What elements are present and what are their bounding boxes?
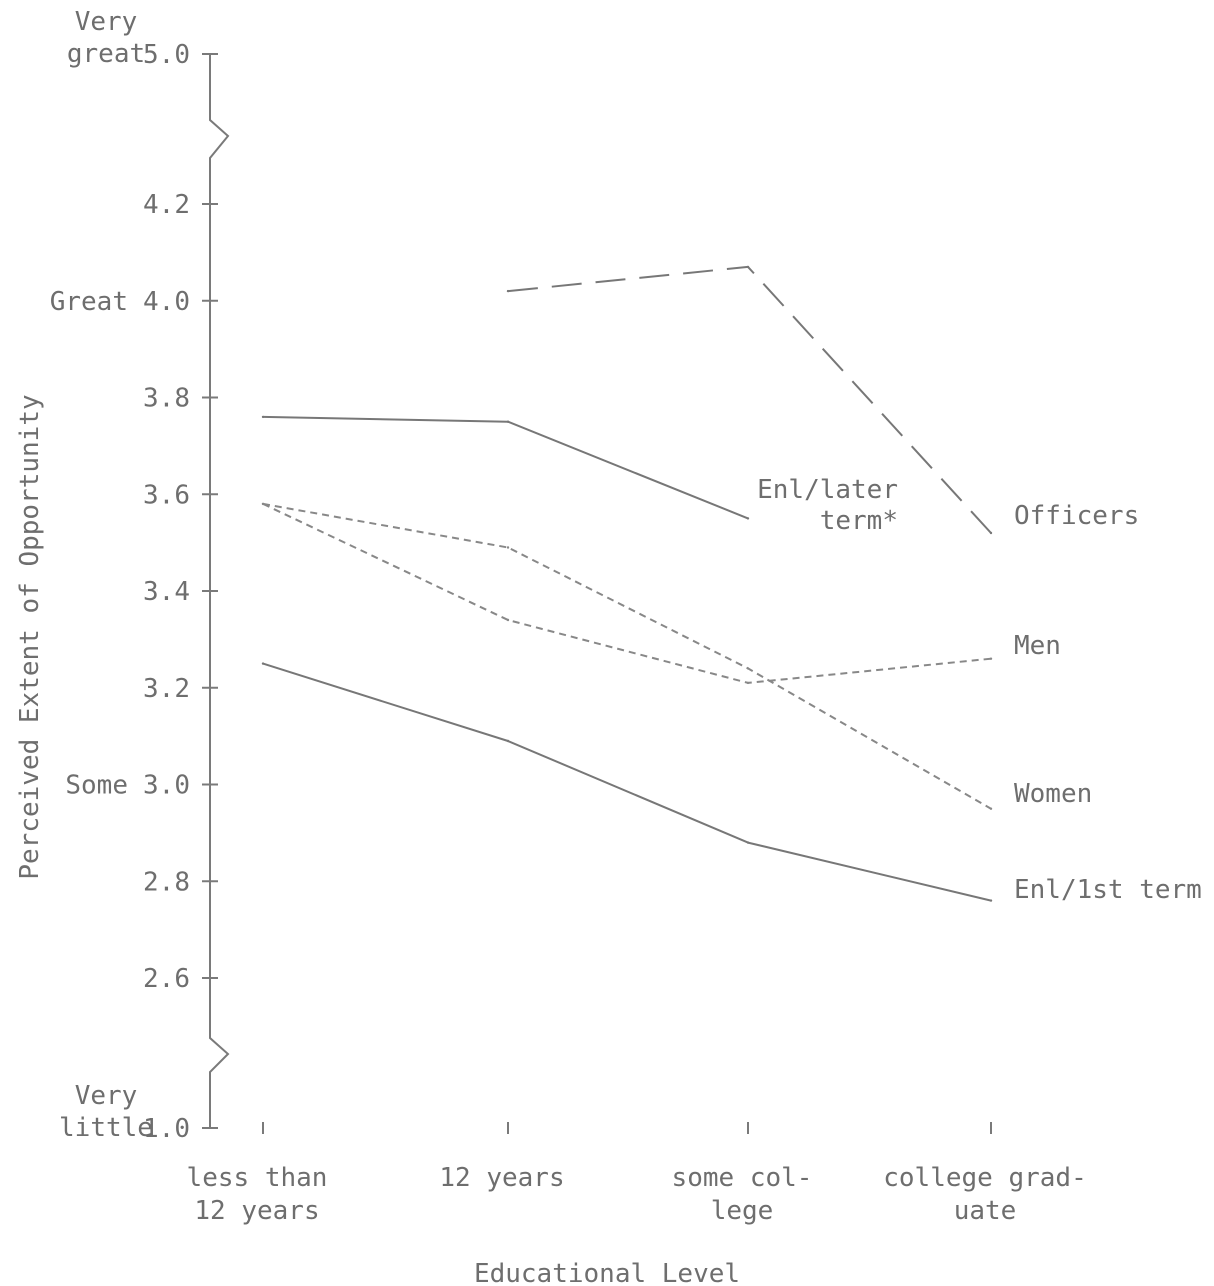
- data-point: [506, 739, 510, 743]
- data-point: [746, 265, 750, 269]
- data-point: [746, 841, 750, 844]
- data-point: [506, 289, 510, 293]
- y-axis-line: [209, 54, 230, 1128]
- series-label: Men: [1014, 631, 1061, 661]
- y-axis-title: Perceived Extent of Opportunity: [15, 394, 45, 879]
- series-line-0: [507, 265, 992, 534]
- data-point: [989, 657, 993, 660]
- data-point: [261, 415, 265, 419]
- y-tick-label: 3.8: [143, 384, 190, 414]
- y-tick-label: 1.0: [143, 1114, 190, 1144]
- data-point: [989, 531, 993, 535]
- series-label: Women: [1014, 779, 1092, 809]
- y-tick-label: 4.2: [143, 190, 190, 220]
- x-tick-label: 12 years: [439, 1163, 564, 1193]
- data-point: [989, 807, 993, 810]
- data-point: [746, 681, 750, 685]
- y-tick-label: 2.6: [143, 964, 190, 994]
- data-point: [506, 420, 510, 423]
- y-tick-description: Great: [50, 287, 128, 317]
- x-axis-ticks: less than 12 years 12 years some col-lege co…: [187, 1122, 1087, 1226]
- y-axis: [209, 54, 230, 1128]
- series-line-2: [262, 502, 992, 684]
- data-point: [746, 667, 750, 670]
- data-point: [506, 546, 510, 549]
- series-label: Enl/1st term: [1014, 875, 1202, 905]
- y-tick-label: 5.0: [143, 40, 190, 70]
- series-labels: Officers Enl/later term* Men Women Enl/1st te…: [757, 475, 1202, 905]
- data-point: [261, 662, 265, 665]
- series-line-4: [262, 662, 992, 902]
- y-tick-label: 3.2: [143, 674, 190, 704]
- y-tick-label: 3.0: [143, 771, 190, 801]
- data-point: [746, 517, 750, 520]
- series-line-3: [262, 502, 992, 810]
- x-tick-label: some col-lege: [672, 1163, 813, 1226]
- data-point: [506, 618, 510, 622]
- x-tick-label: less than 12 years: [187, 1163, 328, 1226]
- y-tick-label: 4.0: [143, 287, 190, 317]
- x-tick-label: college grad-uate: [883, 1163, 1087, 1226]
- y-tick-description: Some: [65, 771, 128, 801]
- data-point: [989, 899, 993, 902]
- y-tick-label: 3.6: [143, 480, 190, 510]
- data-point: [261, 502, 265, 506]
- series-label: Officers: [1014, 501, 1139, 531]
- series-label: Enl/later term*: [757, 475, 898, 536]
- y-tick-description: Very little: [59, 1081, 153, 1143]
- series-lines: [261, 265, 993, 902]
- series-line-1: [262, 415, 749, 520]
- y-tick-label: 2.8: [143, 867, 190, 897]
- y-tick-label: 3.4: [143, 577, 190, 607]
- x-axis-title: Educational Level: [474, 1259, 740, 1286]
- y-tick-description: Very great: [67, 7, 145, 69]
